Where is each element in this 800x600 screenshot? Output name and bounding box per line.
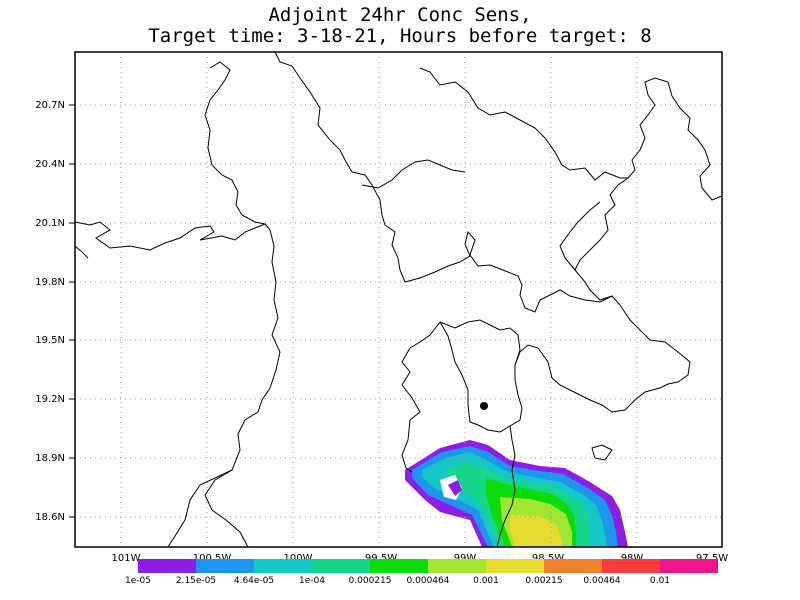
x-axis-labels: 101W 100.5W 100W 99.5W 99W 98.5W 98W 97.… xyxy=(112,553,729,564)
state-boundaries xyxy=(74,51,723,548)
y-tick-label: 18.6N xyxy=(35,512,65,523)
color-bar-label: 2.15e-05 xyxy=(175,576,217,586)
color-bar-swatch xyxy=(370,559,428,573)
color-bar-swatch xyxy=(660,559,718,573)
color-bar-label: 0.00215 xyxy=(525,576,563,586)
target-location-marker xyxy=(480,402,488,410)
color-bar-label: 0.001 xyxy=(473,576,499,586)
x-tick-label: 98W xyxy=(621,553,644,564)
x-tick-label: 99W xyxy=(454,553,477,564)
color-bar-label: 0.01 xyxy=(649,576,671,586)
color-bar-label: 0.000215 xyxy=(348,576,392,586)
color-bar-swatch xyxy=(544,559,602,573)
plume-level-7 xyxy=(510,515,562,547)
y-tick-label: 18.9N xyxy=(35,453,65,464)
color-bar-label: 0.000464 xyxy=(406,576,450,586)
y-tick-label: 19.8N xyxy=(35,277,65,288)
color-bar-label: 1e-05 xyxy=(125,576,151,586)
color-bar-label: 0.00464 xyxy=(583,576,621,586)
y-axis-ticks xyxy=(69,104,75,518)
title-line-2: Target time: 3-18-21, Hours before targe… xyxy=(148,25,652,47)
sensitivity-plume xyxy=(405,440,628,547)
color-bar-swatch xyxy=(254,559,312,573)
y-tick-label: 20.4N xyxy=(35,159,65,170)
color-bar-swatch xyxy=(196,559,254,573)
y-tick-label: 20.7N xyxy=(35,100,65,111)
x-tick-label: 100.5W xyxy=(193,553,232,564)
plot-frame xyxy=(74,51,723,548)
color-bar-swatch xyxy=(138,559,196,573)
plume-hole-purple xyxy=(448,480,462,496)
grid xyxy=(75,52,722,547)
x-tick-label: 99.5W xyxy=(365,553,397,564)
y-tick-label: 20.1N xyxy=(35,218,65,229)
color-bar-swatch xyxy=(602,559,660,573)
color-bar-label: 1e-04 xyxy=(299,576,325,586)
y-axis-labels: 20.7N 20.4N 20.1N 19.8N 19.5N 19.2N 18.9… xyxy=(35,100,65,523)
x-tick-label: 100W xyxy=(284,553,313,564)
title-line-1: Adjoint 24hr Conc Sens, xyxy=(268,4,532,26)
color-bar-swatch xyxy=(312,559,370,573)
x-tick-label: 101W xyxy=(112,553,141,564)
color-bar-swatch xyxy=(486,559,544,573)
color-bar-swatch xyxy=(428,559,486,573)
y-tick-label: 19.2N xyxy=(35,394,65,405)
x-tick-label: 97.5W xyxy=(696,553,728,564)
color-bar xyxy=(138,559,718,573)
color-bar-label: 4.64e-05 xyxy=(233,576,275,586)
y-tick-label: 19.5N xyxy=(35,335,65,346)
x-tick-label: 98.5W xyxy=(532,553,564,564)
